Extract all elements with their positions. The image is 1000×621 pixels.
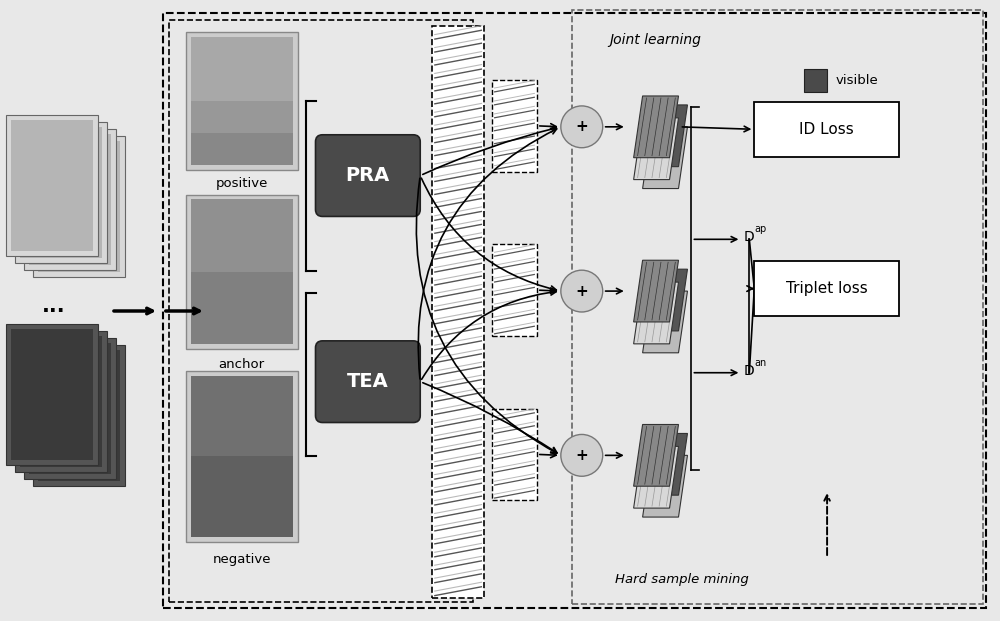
- Polygon shape: [634, 425, 679, 486]
- Text: Joint learning: Joint learning: [610, 33, 702, 47]
- Bar: [29, 343, 111, 474]
- Circle shape: [561, 270, 603, 312]
- Bar: [191, 199, 293, 344]
- Bar: [492, 80, 537, 171]
- Polygon shape: [634, 446, 679, 508]
- Bar: [492, 244, 537, 336]
- Bar: [186, 32, 298, 170]
- Bar: [24, 129, 116, 270]
- Text: +: +: [575, 448, 588, 463]
- Circle shape: [561, 106, 603, 148]
- Text: PRA: PRA: [346, 166, 390, 185]
- Text: ...: ...: [41, 296, 65, 316]
- Bar: [432, 26, 484, 597]
- Bar: [804, 104, 827, 127]
- Polygon shape: [643, 291, 687, 353]
- Bar: [191, 456, 293, 537]
- Bar: [15, 331, 107, 473]
- Polygon shape: [643, 433, 687, 495]
- Text: TEA: TEA: [347, 372, 389, 391]
- Bar: [754, 102, 899, 156]
- FancyBboxPatch shape: [316, 341, 420, 422]
- Text: negative: negative: [212, 553, 271, 566]
- Text: visible: visible: [836, 74, 879, 87]
- Bar: [186, 371, 298, 542]
- Polygon shape: [634, 282, 679, 344]
- Text: anchor: anchor: [219, 358, 265, 371]
- Text: an: an: [754, 358, 767, 368]
- Polygon shape: [643, 455, 687, 517]
- Bar: [11, 329, 93, 460]
- Bar: [191, 101, 293, 165]
- Text: positive: positive: [216, 177, 268, 190]
- Polygon shape: [643, 105, 687, 166]
- Bar: [20, 336, 102, 467]
- Text: Triplet loss: Triplet loss: [786, 281, 867, 296]
- Bar: [6, 115, 98, 256]
- Bar: [572, 11, 983, 604]
- Polygon shape: [634, 118, 679, 179]
- Polygon shape: [634, 96, 679, 158]
- Bar: [163, 13, 986, 608]
- Bar: [754, 261, 899, 316]
- Text: +: +: [575, 119, 588, 134]
- Bar: [29, 134, 111, 265]
- Bar: [191, 133, 293, 165]
- Bar: [38, 141, 120, 272]
- Bar: [191, 272, 293, 344]
- Polygon shape: [634, 260, 679, 322]
- Bar: [33, 345, 125, 486]
- Bar: [11, 120, 93, 252]
- Circle shape: [561, 435, 603, 476]
- Bar: [169, 20, 473, 602]
- Bar: [33, 136, 125, 277]
- Polygon shape: [643, 269, 687, 331]
- Text: D: D: [743, 364, 754, 378]
- Text: +: +: [575, 284, 588, 299]
- FancyBboxPatch shape: [316, 135, 420, 217]
- Bar: [20, 127, 102, 258]
- Text: invisible: invisible: [836, 109, 891, 122]
- Bar: [191, 376, 293, 537]
- Bar: [492, 409, 537, 500]
- Bar: [191, 37, 293, 165]
- Polygon shape: [643, 127, 687, 189]
- Bar: [15, 122, 107, 263]
- Text: ID Loss: ID Loss: [799, 122, 854, 137]
- Bar: [804, 69, 827, 92]
- Bar: [38, 350, 120, 481]
- Text: D: D: [743, 230, 754, 244]
- Bar: [6, 324, 98, 465]
- Bar: [24, 338, 116, 479]
- Text: Hard sample mining: Hard sample mining: [615, 573, 748, 586]
- Text: ap: ap: [754, 224, 767, 234]
- Bar: [186, 194, 298, 349]
